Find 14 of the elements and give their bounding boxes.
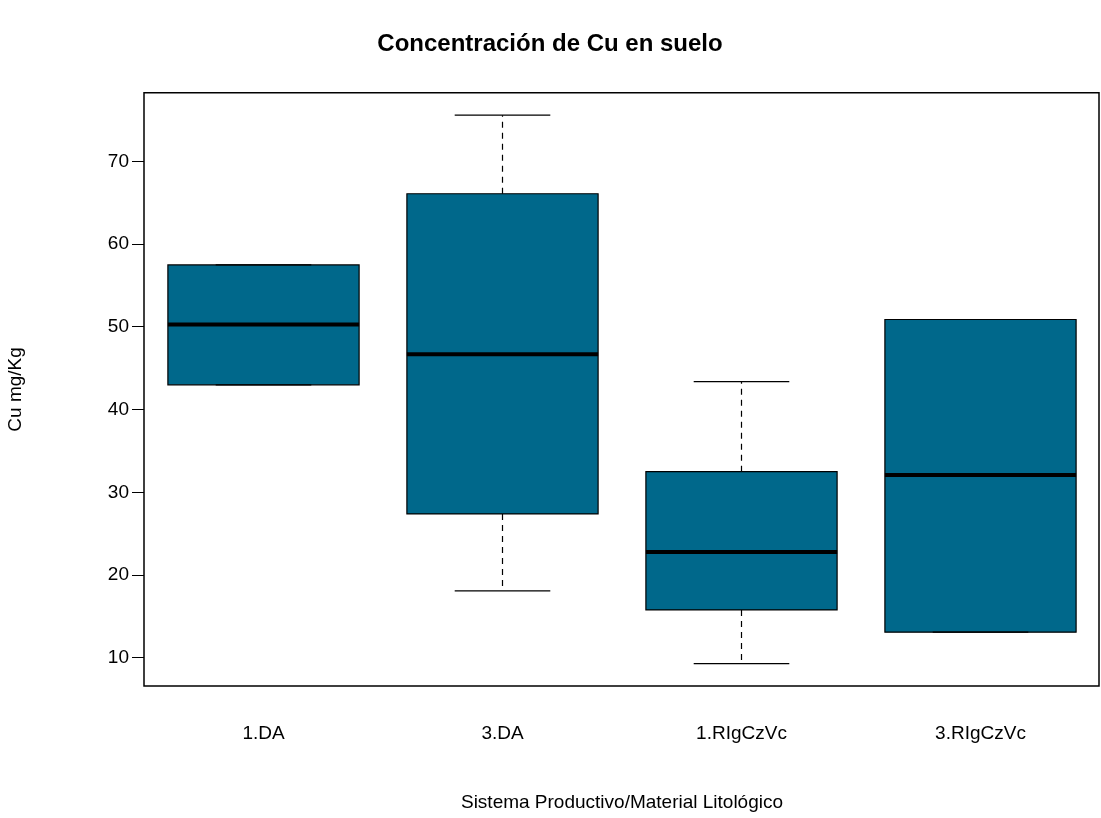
x-axis-title: Sistema Productivo/Material Litológico [460,790,784,812]
x-tick-label: 3.RIgCzVc [935,721,1026,743]
x-tick-label: 1.DA [242,721,285,743]
x-tick-label: 3.DA [481,721,524,743]
x-tick-label: 1.RIgCzVc [696,721,787,743]
y-tick-label: 10 [107,646,129,668]
y-tick-label: 30 [107,480,129,502]
y-axis-title: Cu mg/Kg [3,347,25,432]
y-tick-label: 40 [107,397,129,419]
y-tick-label: 50 [107,315,129,337]
y-tick-label: 70 [107,149,129,171]
y-tick-label: 20 [107,563,129,585]
chart-title: Concentración de Cu en suelo [377,29,723,57]
y-tick-label: 60 [107,232,129,254]
